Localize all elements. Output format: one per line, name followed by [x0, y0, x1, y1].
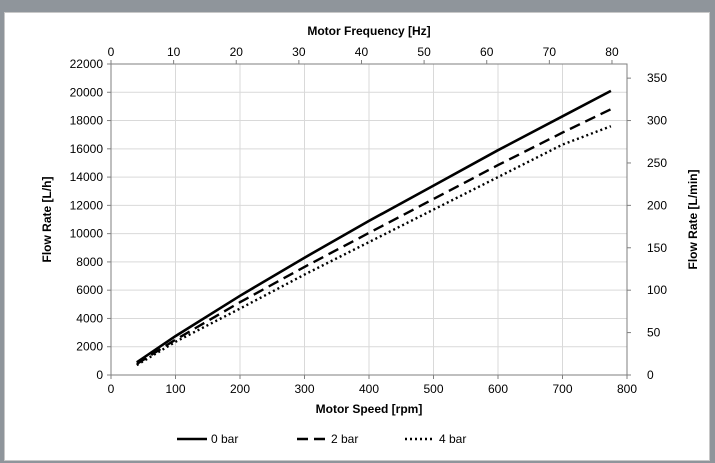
left-tick-label: 0 [96, 368, 103, 382]
top-tick-label: 0 [108, 45, 115, 59]
legend: 0 bar 2 bar 4 bar [177, 432, 466, 446]
right-axis-ticks: 0 50 100 150 200 250 300 350 [627, 71, 667, 382]
legend-label: 2 bar [331, 432, 358, 446]
right-tick-label: 0 [647, 368, 654, 382]
right-tick-label: 200 [647, 198, 667, 212]
series-lines [136, 89, 612, 367]
top-tick-label: 50 [417, 45, 431, 59]
left-tick-label: 20000 [70, 85, 104, 99]
legend-label: 0 bar [211, 432, 238, 446]
x-axis-title-top: Motor Frequency [Hz] [307, 24, 430, 38]
y-axis-title-left: Flow Rate [L/h] [40, 177, 54, 263]
left-tick-label: 14000 [70, 170, 104, 184]
right-tick-label: 50 [647, 326, 661, 340]
series-line-2-bar [136, 108, 612, 366]
bottom-tick-label: 400 [359, 382, 379, 396]
series-line-4-bar [136, 125, 612, 367]
top-tick-label: 20 [230, 45, 244, 59]
y-axis-title-right: Flow Rate [L/min] [686, 170, 700, 270]
right-tick-label: 250 [647, 156, 667, 170]
left-tick-label: 2000 [76, 340, 103, 354]
bottom-tick-label: 100 [165, 382, 185, 396]
bottom-tick-label: 300 [294, 382, 314, 396]
chart-panel: 0 100 200 300 400 500 600 700 800 0 10 20 30 40 50 60 7… [4, 12, 710, 461]
top-tick-label: 80 [605, 45, 619, 59]
left-tick-label: 6000 [76, 283, 103, 297]
bottom-tick-label: 0 [108, 382, 115, 396]
right-tick-label: 350 [647, 71, 667, 85]
bottom-axis-ticks: 0 100 200 300 400 500 600 700 800 [108, 375, 637, 396]
bottom-tick-label: 800 [617, 382, 637, 396]
left-tick-label: 18000 [70, 114, 104, 128]
top-axis-ticks: 0 10 20 30 40 50 60 70 80 [108, 45, 619, 64]
series-line-0-bar [136, 89, 612, 364]
top-tick-label: 30 [292, 45, 306, 59]
flow-rate-chart: 0 100 200 300 400 500 600 700 800 0 10 20 30 40 50 60 7… [40, 24, 700, 446]
bottom-tick-label: 500 [423, 382, 443, 396]
right-tick-label: 300 [647, 114, 667, 128]
left-tick-label: 8000 [76, 255, 103, 269]
right-tick-label: 150 [647, 241, 667, 255]
top-tick-label: 60 [480, 45, 494, 59]
bottom-tick-label: 600 [488, 382, 508, 396]
left-tick-label: 10000 [70, 227, 104, 241]
left-tick-label: 22000 [70, 57, 104, 71]
left-tick-label: 4000 [76, 311, 103, 325]
top-tick-label: 70 [543, 45, 557, 59]
left-tick-label: 16000 [70, 142, 104, 156]
x-axis-title-bottom: Motor Speed [rpm] [316, 402, 423, 416]
grid-lines [110, 63, 628, 376]
left-tick-label: 12000 [70, 198, 104, 212]
top-tick-label: 10 [167, 45, 181, 59]
right-tick-label: 100 [647, 283, 667, 297]
bottom-tick-label: 700 [552, 382, 572, 396]
top-tick-label: 40 [355, 45, 369, 59]
legend-label: 4 bar [439, 432, 466, 446]
bottom-tick-label: 200 [230, 382, 250, 396]
left-axis-ticks: 0 2000 4000 6000 8000 10000 12000 14000 16000 180… [70, 57, 111, 382]
